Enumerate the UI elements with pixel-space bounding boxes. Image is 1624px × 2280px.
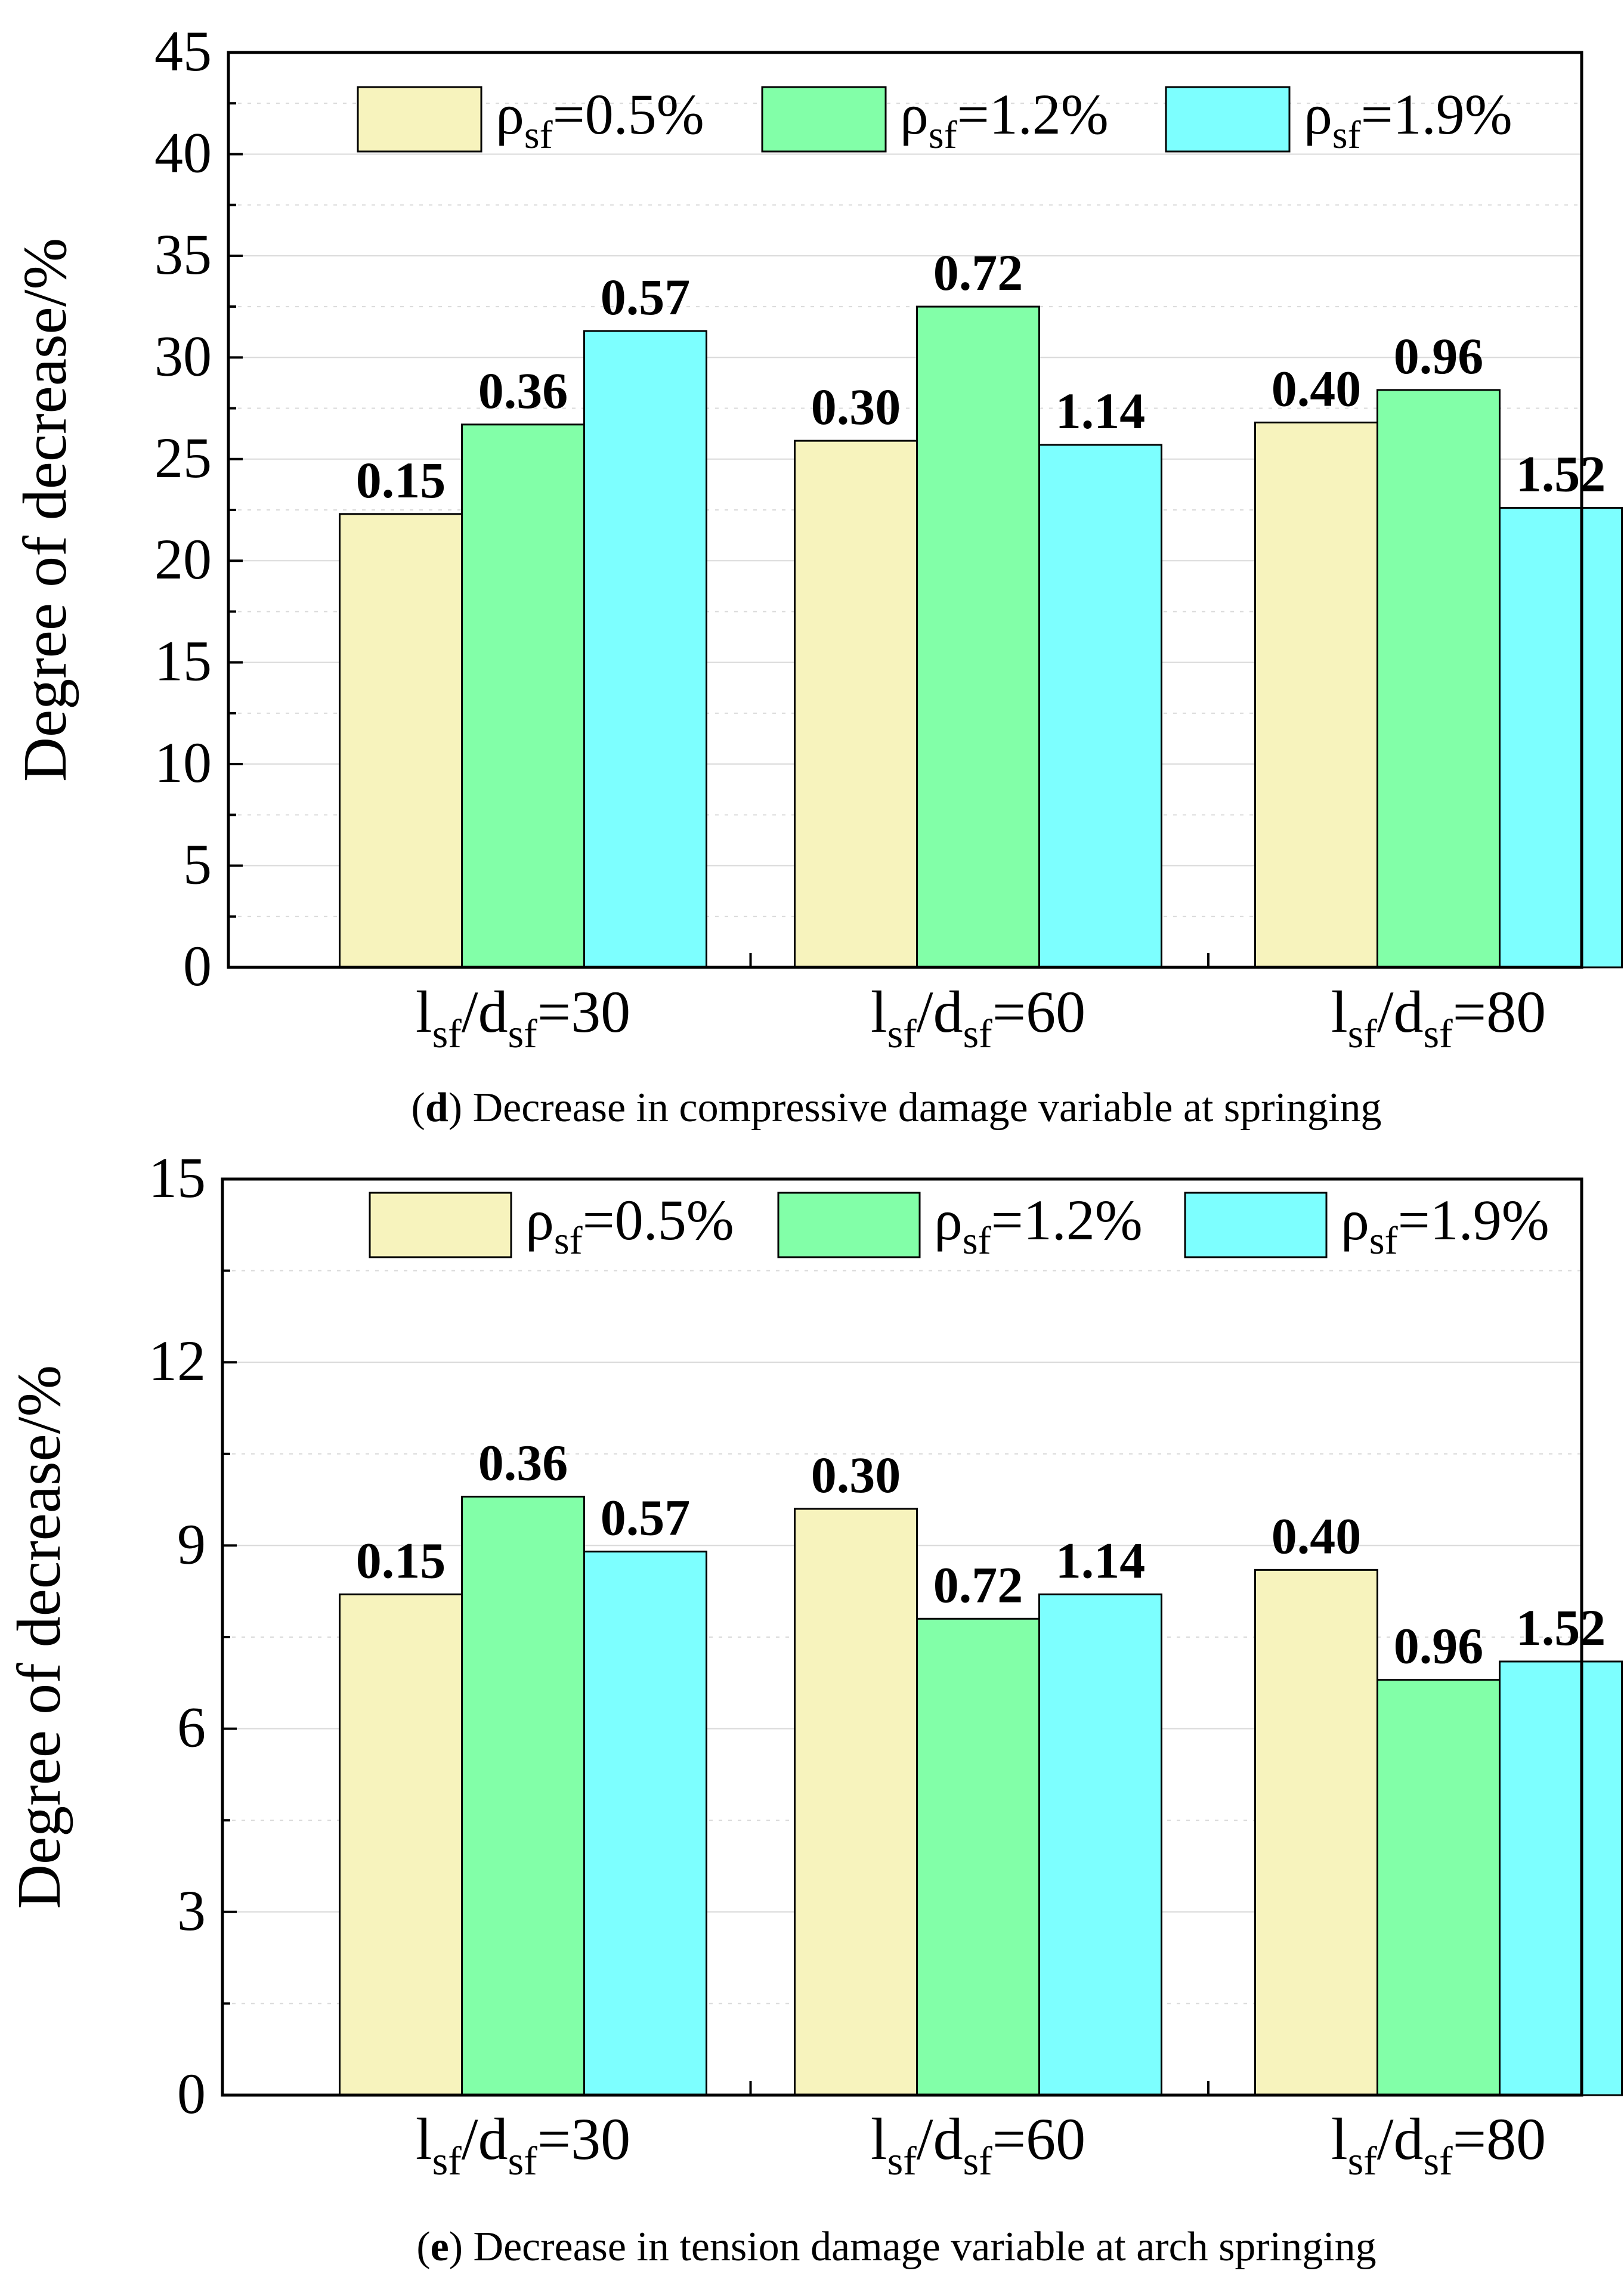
x-category-label: lsf/dsf=80 <box>1331 2106 1546 2183</box>
legend: ρsf=0.5% ρsf=1.2% ρsf=1.9% <box>357 82 1512 157</box>
x-category-label: lsf/dsf=60 <box>871 2106 1085 2183</box>
data-label: 0.72 <box>933 244 1023 301</box>
y-tick-label: 5 <box>183 833 212 896</box>
legend-swatch <box>761 86 887 153</box>
bar-sf-s1-c2 <box>794 440 918 969</box>
legend-entry: ρsf=1.2% <box>934 1188 1143 1263</box>
data-label: 0.40 <box>1272 1507 1362 1564</box>
x-category-label: lsf/dsf=30 <box>416 2106 630 2183</box>
data-label: 0.96 <box>1394 1617 1484 1675</box>
data-label: 1.14 <box>1056 1532 1146 1589</box>
legend-entry: ρsf=1.9% <box>1341 1188 1549 1263</box>
data-label: 0.30 <box>811 378 901 435</box>
x-category-label: lsf/dsf=60 <box>871 979 1085 1056</box>
legend-swatch <box>357 86 482 153</box>
caption-e: (e) Decrease in tension damage variable … <box>416 2224 1376 2270</box>
bar-sf-s2-c2 <box>916 305 1040 969</box>
x-category-label: lsf/dsf=30 <box>416 979 630 1056</box>
x-category-label: lsf/dsf=80 <box>1331 979 1546 1056</box>
y-tick-label: 30 <box>154 324 212 388</box>
data-label: 0.36 <box>478 362 568 419</box>
data-label: 1.52 <box>1516 446 1606 503</box>
legend-swatch <box>1165 86 1291 153</box>
bar-sf-s2-c3 <box>1376 1679 1501 2096</box>
data-label: 0.40 <box>1272 360 1362 417</box>
legend-swatch <box>1184 1192 1328 1258</box>
data-label: 1.52 <box>1516 1599 1606 1656</box>
data-label: 1.14 <box>1056 382 1146 440</box>
y-tick-label: 40 <box>154 120 212 184</box>
data-labels: 0.15 0.30 0.40 0.36 0.72 0.96 0.57 1.14 1.52 <box>356 1434 1606 1674</box>
data-label: 0.57 <box>601 1489 691 1546</box>
data-label: 0.15 <box>356 451 446 509</box>
panel-d-chart: 0.15 0.30 0.40 0.36 0.72 0.96 0.57 1.14 1.52 0 5 10… <box>11 19 1623 1056</box>
legend: ρsf=0.5% ρsf=1.2% ρsf=1.9% <box>369 1188 1549 1263</box>
legend-swatch <box>369 1192 512 1258</box>
y-tick-label: 6 <box>177 1696 206 1759</box>
data-label: 0.15 <box>356 1532 446 1589</box>
panel-e-chart: 0.15 0.30 0.40 0.36 0.72 0.96 0.57 1.14 1.52 0 3 6 9… <box>5 1146 1623 2183</box>
y-axis: 0 3 6 9 12 15 <box>149 1146 237 2126</box>
data-labels: 0.15 0.30 0.40 0.36 0.72 0.96 0.57 1.14 1.52 <box>356 244 1606 509</box>
bar-sf-s1-c1 <box>339 513 463 969</box>
y-tick-label: 9 <box>177 1512 206 1576</box>
bar-sf-s3-c2 <box>1038 1593 1162 2096</box>
data-label: 0.30 <box>811 1446 901 1503</box>
legend-entry: ρsf=0.5% <box>496 82 704 157</box>
y-tick-label: 15 <box>149 1146 206 1209</box>
bar-sf-s3-c3 <box>1499 507 1623 969</box>
bars <box>339 305 1623 969</box>
x-axis-labels: lsf/dsf=30 lsf/dsf=60 lsf/dsf=80 <box>416 2106 1546 2183</box>
legend-swatch <box>777 1192 921 1258</box>
y-tick-label: 15 <box>154 629 212 693</box>
data-label: 0.96 <box>1394 327 1484 385</box>
bar-sf-s1-c3 <box>1254 421 1378 969</box>
bar-sf-s1-c2 <box>794 1508 918 2096</box>
y-tick-label: 25 <box>154 426 212 490</box>
legend-entry: ρsf=0.5% <box>525 1188 734 1263</box>
y-tick-label: 35 <box>154 222 212 286</box>
y-axis: 0 5 10 15 20 25 30 35 40 45 <box>154 19 243 998</box>
bar-sf-s1-c3 <box>1254 1569 1378 2096</box>
y-tick-label: 3 <box>177 1879 206 1942</box>
bar-sf-s2-c2 <box>916 1617 1040 2096</box>
captions: (d) Decrease in compressive damage varia… <box>412 1085 1382 2270</box>
y-axis-title: Degree of decrease/% <box>11 238 79 782</box>
bars <box>339 1495 1623 2096</box>
y-tick-label: 0 <box>183 934 212 998</box>
bar-sf-s1-c1 <box>339 1593 463 2096</box>
y-tick-label: 12 <box>149 1329 206 1393</box>
bar-sf-s2-c3 <box>1376 389 1501 969</box>
y-tick-label: 0 <box>177 2062 206 2126</box>
y-axis-title: Degree of decrease/% <box>5 1365 73 1909</box>
data-label: 0.72 <box>933 1556 1023 1613</box>
data-label: 0.57 <box>601 268 691 326</box>
y-tick-label: 10 <box>154 731 212 794</box>
bar-sf-s2-c1 <box>461 423 585 969</box>
caption-d: (d) Decrease in compressive damage varia… <box>412 1085 1382 1131</box>
x-axis-labels: lsf/dsf=30 lsf/dsf=60 lsf/dsf=80 <box>416 979 1546 1056</box>
data-label: 0.36 <box>478 1434 568 1491</box>
bar-sf-s3-c1 <box>583 1551 707 2096</box>
legend-entry: ρsf=1.9% <box>1304 82 1512 157</box>
bar-sf-s2-c1 <box>461 1495 585 2096</box>
bar-sf-s3-c3 <box>1499 1660 1623 2096</box>
bar-sf-s3-c1 <box>583 330 707 969</box>
y-tick-label: 45 <box>154 19 212 83</box>
legend-entry: ρsf=1.2% <box>900 82 1109 157</box>
bar-sf-s3-c2 <box>1038 444 1162 969</box>
y-tick-label: 20 <box>154 527 212 591</box>
